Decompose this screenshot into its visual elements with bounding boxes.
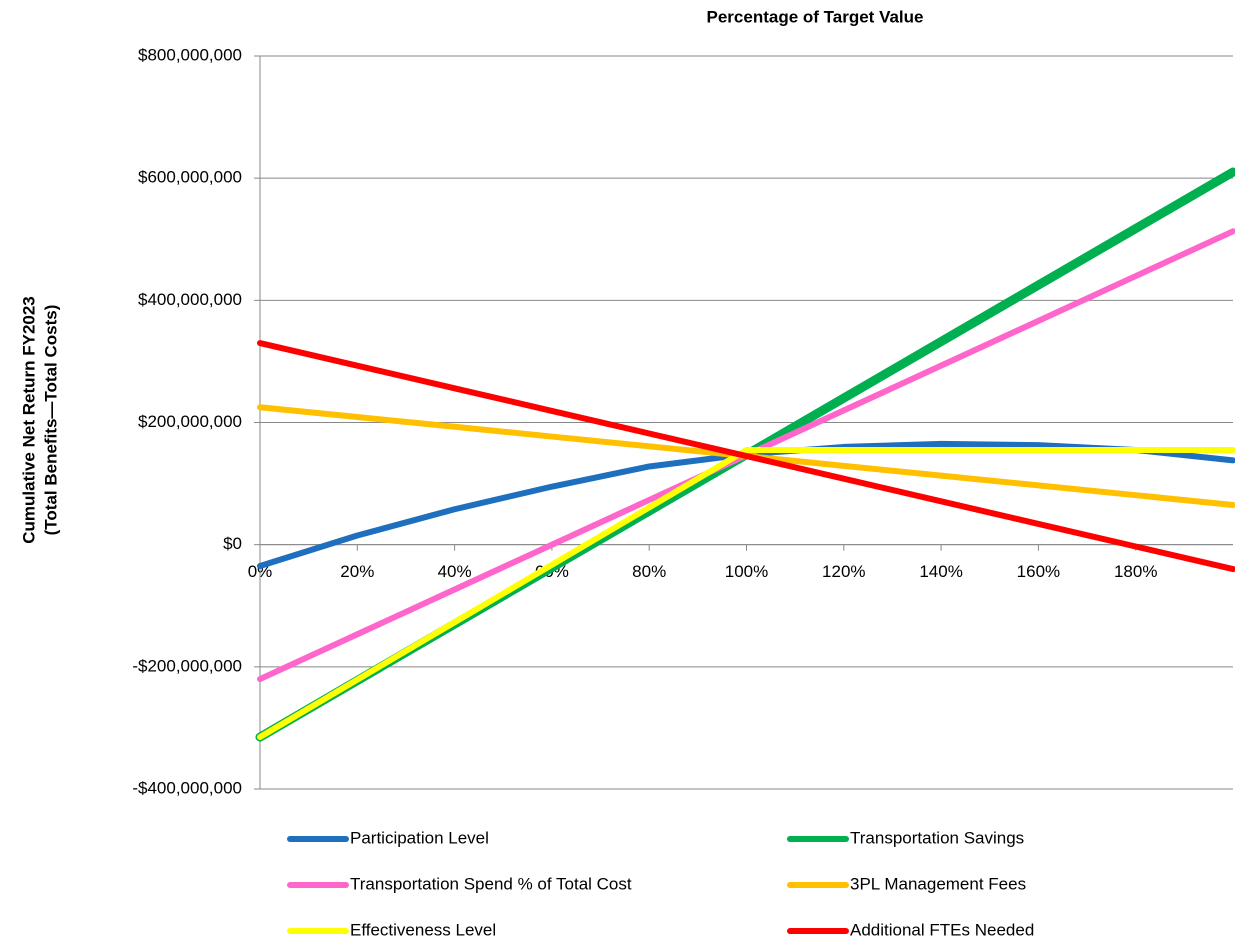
y-tick-label: $400,000,000 <box>138 290 242 309</box>
y-axis-title: Cumulative Net Return FY2023 (Total Bene… <box>19 296 60 544</box>
legend-label: Additional FTEs Needed <box>850 920 1034 939</box>
y-tick-label: -$400,000,000 <box>132 778 242 797</box>
x-tick-label: 20% <box>340 562 374 581</box>
x-tick-label: 160% <box>1017 562 1060 581</box>
x-tick-label: 100% <box>725 562 768 581</box>
y-tick-label: $200,000,000 <box>138 412 242 431</box>
legend-label: Effectiveness Level <box>350 920 496 939</box>
chart-title: Percentage of Target Value <box>707 7 924 26</box>
x-tick-label: 180% <box>1114 562 1157 581</box>
series-line <box>257 446 1235 741</box>
legend-label: Participation Level <box>350 828 489 847</box>
x-tick-label: 80% <box>632 562 666 581</box>
x-tick-label: 40% <box>438 562 472 581</box>
y-axis-title-line: Cumulative Net Return FY2023 <box>19 296 38 544</box>
legend-label: Transportation Savings <box>850 828 1024 847</box>
y-tick-label: -$200,000,000 <box>132 656 242 675</box>
y-tick-label: $0 <box>223 534 242 553</box>
y-tick-label: $600,000,000 <box>138 168 242 187</box>
legend-label: Transportation Spend % of Total Cost <box>350 874 632 893</box>
legend-label: 3PL Management Fees <box>850 874 1026 893</box>
y-tick-label: $800,000,000 <box>138 45 242 64</box>
series-line <box>257 340 1235 573</box>
x-tick-label: 120% <box>822 562 865 581</box>
y-axis-title-line: (Total Benefits—Total Costs) <box>41 305 60 536</box>
x-tick-label: 140% <box>919 562 962 581</box>
